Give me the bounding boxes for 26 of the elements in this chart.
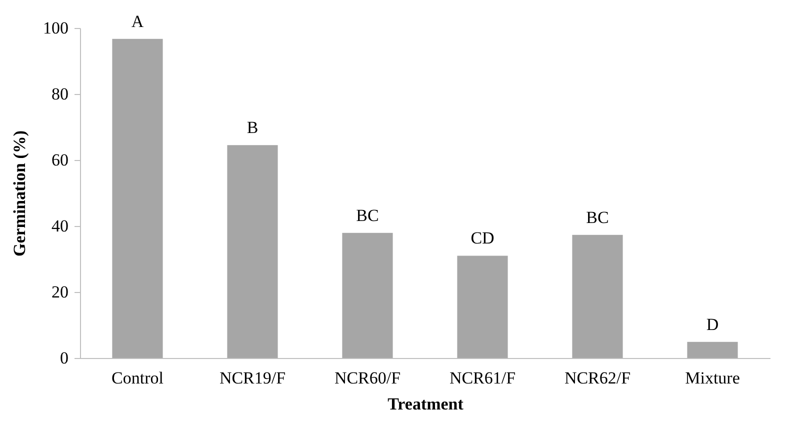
- bar: [112, 38, 163, 358]
- annotation: BC: [586, 208, 609, 227]
- y-tick-label: 60: [52, 150, 68, 170]
- annotation: B: [246, 118, 258, 138]
- y-axis-title: Germination (%): [10, 130, 29, 257]
- x-axis-title: Treatment: [388, 394, 464, 414]
- bar: [457, 256, 508, 358]
- annotation: D: [706, 314, 719, 334]
- bar: [227, 145, 278, 358]
- x-tick-label: NCR62/F: [564, 368, 631, 388]
- bar: [342, 232, 393, 358]
- x-tick-label: NCR60/F: [334, 368, 401, 388]
- x-tick-label: NCR19/F: [219, 368, 286, 388]
- y-tick-label: 40: [52, 216, 68, 236]
- x-tick-label: NCR61/F: [449, 368, 516, 388]
- x-tick-label: Control: [112, 368, 164, 388]
- bar: [572, 234, 623, 358]
- y-tick-label: 80: [52, 84, 68, 104]
- annotation: BC: [356, 206, 379, 225]
- bar: [687, 342, 738, 358]
- x-tick-label: Mixture: [685, 368, 740, 388]
- annotation: CD: [470, 228, 494, 248]
- y-tick-label: 100: [43, 18, 68, 38]
- y-tick-label: 20: [52, 282, 68, 302]
- y-tick-label: 0: [60, 348, 68, 368]
- annotation: A: [131, 12, 144, 31]
